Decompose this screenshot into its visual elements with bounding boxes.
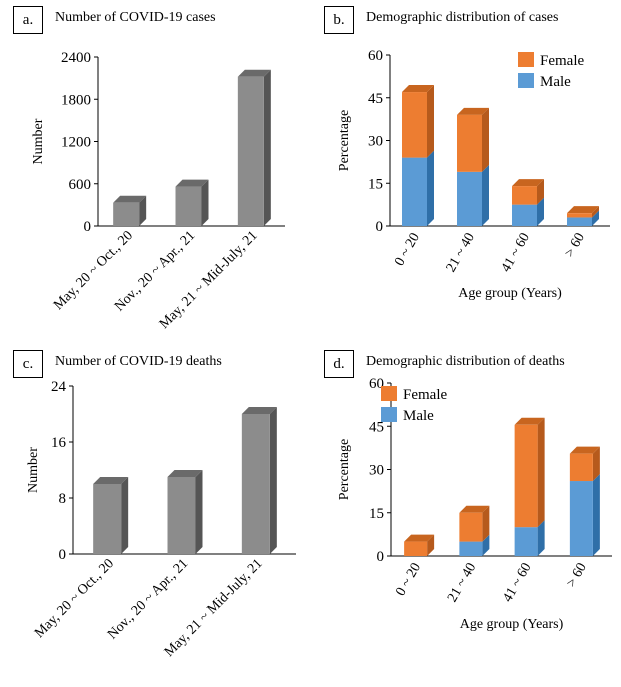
- y-tick-label: 1800: [61, 92, 91, 108]
- bar-side: [196, 470, 203, 554]
- bar-female-side: [482, 108, 489, 172]
- x-axis-label: Age group (Years): [460, 617, 564, 632]
- y-tick-label: 2400: [61, 50, 91, 66]
- y-axis-label: Percentage: [337, 439, 352, 500]
- bar-female-front: [570, 454, 593, 481]
- panel-cases-count: a. Number of COVID-19 cases 0 600 1200 1800…: [0, 0, 310, 343]
- y-axis-label: Number: [31, 118, 46, 164]
- y-axis-label: Percentage: [337, 110, 352, 171]
- bar-side: [264, 70, 271, 226]
- y-tick-label: 15: [368, 176, 383, 192]
- y-tick-label: 0: [84, 219, 92, 235]
- bar-female-front: [512, 186, 537, 205]
- x-tick-label: 21 ~ 40: [445, 561, 479, 605]
- bar-female-front: [402, 92, 427, 158]
- bar-front: [242, 414, 270, 554]
- panel-deaths-count: c. Number of COVID-19 deaths 0 8 16 24 Numbe…: [0, 344, 310, 687]
- bar-front: [176, 187, 202, 226]
- x-tick-label: 0 ~ 20: [392, 231, 423, 269]
- y-tick-label: 1200: [61, 135, 91, 151]
- bar-male-front: [567, 217, 592, 226]
- y-tick-label: 45: [368, 91, 383, 107]
- y-tick-label: 0: [59, 547, 67, 563]
- x-tick-label: > 60: [562, 231, 588, 261]
- bar-female-front: [515, 425, 538, 527]
- legend-label-male: Male: [403, 408, 434, 424]
- x-tick-label: May, 20 ~ Oct., 20: [32, 556, 117, 641]
- legend-label-female: Female: [403, 387, 447, 403]
- x-axis-label: Age group (Years): [458, 286, 562, 301]
- bar-female-front: [459, 513, 482, 542]
- bar-male-front: [512, 205, 537, 226]
- legend-swatch-male: [518, 73, 534, 88]
- y-tick-label: 30: [368, 134, 383, 150]
- bar-male-front: [402, 158, 427, 226]
- bar-female-side: [427, 85, 434, 158]
- chart-c: 0 8 16 24 Number May, 20 ~ Oct., 20Nov., 20 ~…: [0, 344, 310, 687]
- y-tick-label: 60: [368, 48, 383, 64]
- bar-male-front: [515, 527, 538, 556]
- x-tick-label: 41 ~ 60: [500, 561, 534, 605]
- legend-label-female: Female: [540, 53, 584, 69]
- chart-d: 0 15 30 45 60 Percentage 0 ~ 20 21 ~ 40 41 ~ 60 >…: [311, 344, 621, 687]
- bar-front: [93, 484, 121, 554]
- bar-female-front: [567, 213, 592, 217]
- y-tick-label: 30: [369, 463, 384, 479]
- bar-male-front: [570, 481, 593, 556]
- bar-side: [202, 180, 209, 226]
- panel-cases-demographics: b. Demographic distribution of cases 0 15…: [311, 0, 621, 343]
- legend-swatch-female: [381, 386, 397, 401]
- bar-female-front: [457, 115, 482, 172]
- legend-swatch-male: [381, 407, 397, 422]
- bar-male-side: [427, 151, 434, 226]
- y-tick-label: 0: [377, 549, 385, 565]
- y-tick-label: 24: [51, 379, 67, 395]
- x-tick-label: 41 ~ 60: [499, 231, 533, 275]
- legend-swatch-female: [518, 52, 534, 67]
- bar-side: [270, 407, 277, 554]
- bar-female-side: [538, 418, 545, 527]
- bar-male-front: [457, 172, 482, 226]
- x-tick-label: 21 ~ 40: [444, 231, 478, 275]
- chart-b: 0 15 30 45 60 Percentage 0 ~ 20 21 ~ 40 41 ~ 60 >…: [311, 0, 621, 343]
- y-tick-label: 16: [51, 435, 67, 451]
- y-tick-label: 600: [69, 177, 92, 193]
- legend-label-male: Male: [540, 74, 571, 90]
- bar-male-side: [482, 165, 489, 226]
- bar-front: [238, 77, 264, 226]
- x-tick-label: 0 ~ 20: [393, 561, 424, 599]
- bar-female-front: [404, 542, 427, 556]
- bar-front: [168, 477, 196, 554]
- y-axis-label: Number: [26, 447, 41, 493]
- x-tick-label: > 60: [564, 561, 590, 591]
- x-tick-label: Nov., 20 ~ Apr., 21: [105, 556, 191, 642]
- bar-male-side: [593, 474, 600, 556]
- y-tick-label: 8: [59, 491, 67, 507]
- y-tick-label: 0: [376, 219, 384, 235]
- bar-male-front: [459, 542, 482, 556]
- bar-front: [113, 203, 139, 226]
- panel-deaths-demographics: d. Demographic distribution of deaths 0 1…: [311, 344, 621, 687]
- bar-side: [121, 477, 128, 554]
- y-tick-label: 15: [369, 506, 384, 522]
